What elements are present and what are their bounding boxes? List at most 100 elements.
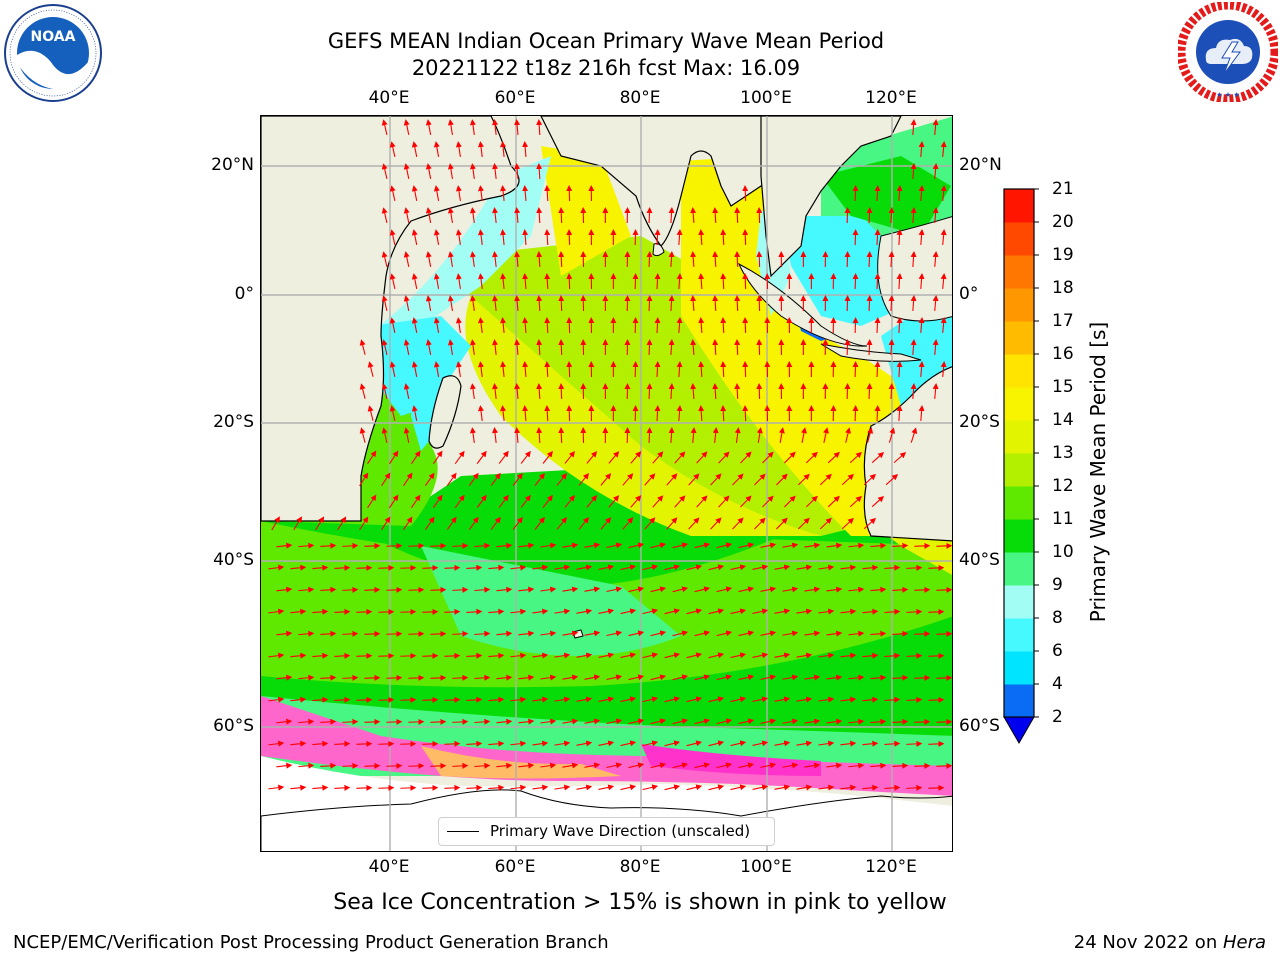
wave-direction-arrow xyxy=(620,564,637,571)
wave-direction-arrow xyxy=(608,451,620,464)
wave-direction-arrow xyxy=(536,251,543,268)
wave-direction-arrow xyxy=(906,740,923,747)
wave-direction-arrow xyxy=(488,740,505,747)
colorbar-segment xyxy=(1004,321,1034,355)
wave-direction-arrow xyxy=(910,295,917,312)
wave-direction-arrow xyxy=(334,564,351,571)
wave-direction-arrow xyxy=(918,405,925,422)
wave-direction-arrow xyxy=(782,762,799,769)
wave-direction-arrow xyxy=(888,339,895,356)
wave-direction-arrow xyxy=(584,586,601,593)
wave-direction-arrow xyxy=(928,740,945,747)
wave-direction-arrow xyxy=(312,784,329,791)
wave-direction-arrow xyxy=(664,784,681,791)
axis-tick-label: 100°E xyxy=(740,88,792,108)
wave-direction-arrow xyxy=(776,517,788,530)
wave-direction-arrow xyxy=(752,652,769,659)
wave-direction-arrow xyxy=(782,586,799,593)
map-legend: Primary Wave Direction (unscaled) xyxy=(438,817,775,846)
wave-direction-arrow xyxy=(804,674,821,681)
wave-direction-arrow xyxy=(469,339,476,356)
wave-direction-arrow xyxy=(584,762,601,769)
land-madagascar xyxy=(428,375,462,449)
wave-direction-arrow xyxy=(492,163,499,180)
wave-direction-arrow xyxy=(359,516,369,531)
wave-direction-arrow xyxy=(422,564,439,571)
wave-direction-arrow xyxy=(378,696,395,703)
wave-direction-arrow xyxy=(694,630,711,637)
wave-direction-arrow xyxy=(664,564,681,571)
wave-direction-arrow xyxy=(932,251,939,268)
wave-direction-arrow xyxy=(520,450,531,464)
wave-direction-arrow xyxy=(512,472,523,486)
wave-direction-arrow xyxy=(710,517,722,530)
wave-direction-arrow xyxy=(718,495,730,508)
wave-direction-arrow xyxy=(782,542,799,549)
wave-direction-arrow xyxy=(364,674,381,681)
wave-direction-arrow xyxy=(268,784,285,791)
wave-direction-arrow xyxy=(469,163,476,180)
wave-direction-arrow xyxy=(910,119,917,136)
wave-direction-arrow xyxy=(712,427,719,444)
noaa-logo: NOAA xyxy=(4,4,102,102)
wave-direction-arrow xyxy=(716,762,733,769)
wave-direction-arrow xyxy=(488,696,505,703)
wave-direction-arrow xyxy=(447,119,454,135)
wave-direction-arrow xyxy=(566,361,573,378)
wave-direction-arrow xyxy=(734,295,741,312)
wave-direction-arrow xyxy=(827,451,840,464)
wave-direction-arrow xyxy=(468,516,479,530)
chart-title: GEFS MEAN Indian Ocean Primary Wave Mean… xyxy=(327,29,885,53)
wave-direction-arrow xyxy=(826,762,843,769)
wave-direction-arrow xyxy=(514,295,521,312)
wave-direction-arrow xyxy=(784,495,796,508)
wave-direction-arrow xyxy=(389,273,396,289)
wave-direction-arrow xyxy=(738,542,755,549)
wave-direction-arrow xyxy=(496,542,513,549)
wave-direction-arrow xyxy=(760,542,777,549)
wave-direction-arrow xyxy=(536,119,543,136)
wave-direction-arrow xyxy=(918,273,925,290)
wave-direction-arrow xyxy=(848,718,865,725)
wave-direction-arrow xyxy=(884,652,901,659)
wave-direction-arrow xyxy=(598,652,615,659)
wave-direction-arrow xyxy=(870,674,887,681)
wave-direction-arrow xyxy=(381,339,388,355)
wave-direction-arrow xyxy=(760,674,777,681)
wave-direction-arrow xyxy=(359,383,366,399)
wave-direction-arrow xyxy=(359,472,369,487)
wave-direction-arrow xyxy=(644,473,656,486)
wave-direction-arrow xyxy=(514,119,521,136)
footer-credit: NCEP/EMC/Verification Post Processing Pr… xyxy=(13,932,609,953)
wave-direction-arrow xyxy=(608,495,620,508)
wave-direction-arrow xyxy=(466,784,483,791)
axis-tick-label: 0° xyxy=(959,284,979,304)
wave-direction-arrow xyxy=(425,119,432,135)
wave-direction-arrow xyxy=(271,516,280,531)
wave-direction-arrow xyxy=(896,317,903,334)
wave-direction-arrow xyxy=(598,608,615,615)
wave-direction-arrow xyxy=(628,542,645,549)
wave-direction-arrow xyxy=(544,273,551,290)
wave-direction-arrow xyxy=(918,229,925,246)
wave-direction-arrow xyxy=(863,473,877,486)
wave-direction-arrow xyxy=(720,361,727,378)
wave-direction-arrow xyxy=(381,251,388,267)
wave-direction-arrow xyxy=(444,740,461,747)
colorbar-tick-label: 20 xyxy=(1052,212,1074,232)
wave-direction-arrow xyxy=(676,405,683,422)
wave-direction-arrow xyxy=(488,652,505,659)
wave-direction-arrow xyxy=(389,494,399,509)
wave-direction-arrow xyxy=(554,564,571,571)
wave-direction-arrow xyxy=(576,608,593,615)
wave-direction-arrow xyxy=(896,185,903,202)
wave-direction-arrow xyxy=(452,762,469,769)
wave-direction-arrow xyxy=(408,718,425,725)
wave-direction-arrow xyxy=(433,361,440,377)
wave-direction-arrow xyxy=(402,516,413,531)
wave-direction-arrow xyxy=(630,495,642,508)
wave-direction-arrow xyxy=(492,383,499,400)
colorbar-tick-label: 21 xyxy=(1052,179,1074,199)
wave-direction-arrow xyxy=(492,427,499,444)
wave-direction-arrow xyxy=(554,608,571,615)
